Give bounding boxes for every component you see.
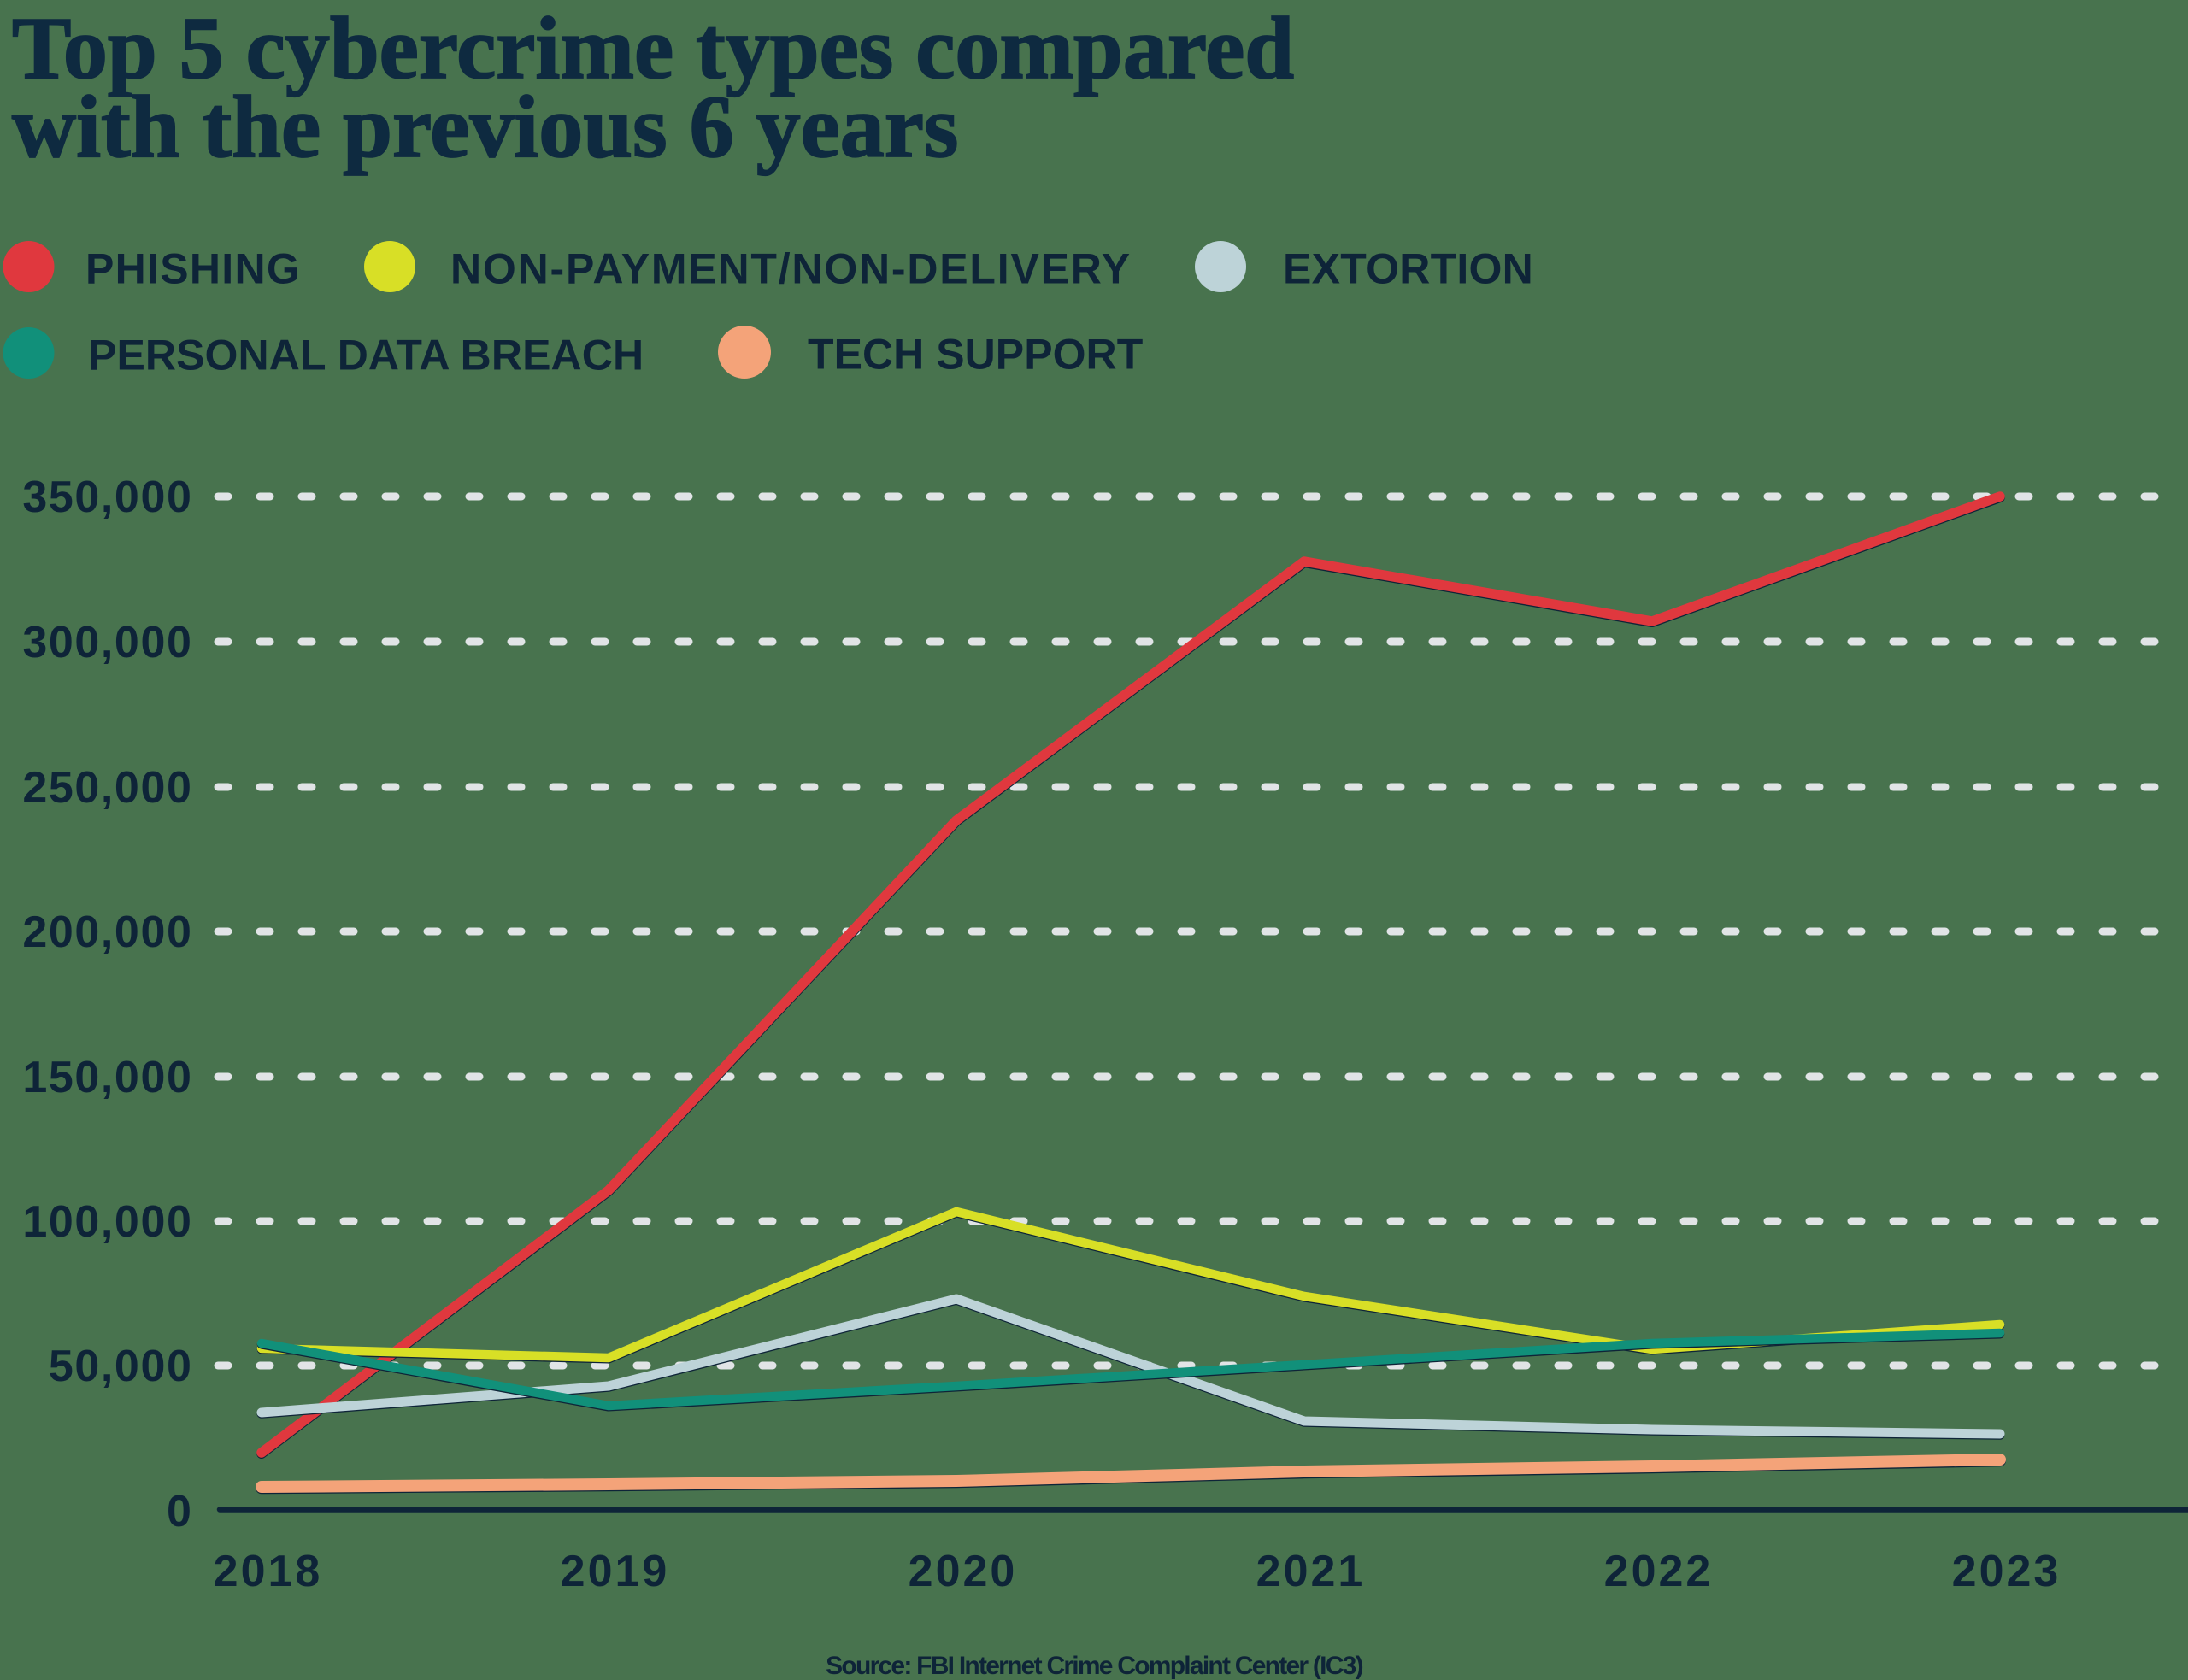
svg-text:50,000: 50,000 bbox=[49, 1342, 193, 1391]
svg-text:0: 0 bbox=[167, 1487, 193, 1536]
svg-text:2021: 2021 bbox=[1256, 1547, 1366, 1596]
svg-text:2018: 2018 bbox=[214, 1547, 323, 1596]
svg-text:2020: 2020 bbox=[909, 1547, 1018, 1596]
svg-text:PERSONAL DATA BREACH: PERSONAL DATA BREACH bbox=[88, 332, 644, 379]
svg-text:Source: FBI Internet Crime Com: Source: FBI Internet Crime Complaint Cen… bbox=[826, 1652, 1362, 1680]
svg-text:300,000: 300,000 bbox=[22, 618, 192, 667]
svg-text:Top 5 cybercrime types compare: Top 5 cybercrime types compared bbox=[12, 0, 1294, 97]
svg-text:2022: 2022 bbox=[1604, 1547, 1714, 1596]
svg-text:100,000: 100,000 bbox=[22, 1197, 192, 1247]
svg-text:NON-PAYMENT/NON-DELIVERY: NON-PAYMENT/NON-DELIVERY bbox=[450, 245, 1132, 293]
svg-text:TECH SUPPORT: TECH SUPPORT bbox=[808, 331, 1143, 379]
svg-text:EXTORTION: EXTORTION bbox=[1283, 245, 1533, 293]
svg-text:150,000: 150,000 bbox=[22, 1053, 192, 1102]
svg-text:350,000: 350,000 bbox=[22, 473, 192, 522]
svg-text:200,000: 200,000 bbox=[22, 908, 192, 957]
svg-text:with the previous 6 years: with the previous 6 years bbox=[12, 78, 958, 176]
svg-text:2019: 2019 bbox=[561, 1547, 670, 1596]
svg-text:2023: 2023 bbox=[1952, 1547, 2062, 1596]
svg-text:250,000: 250,000 bbox=[22, 763, 192, 813]
svg-text:PHISHING: PHISHING bbox=[85, 245, 301, 293]
